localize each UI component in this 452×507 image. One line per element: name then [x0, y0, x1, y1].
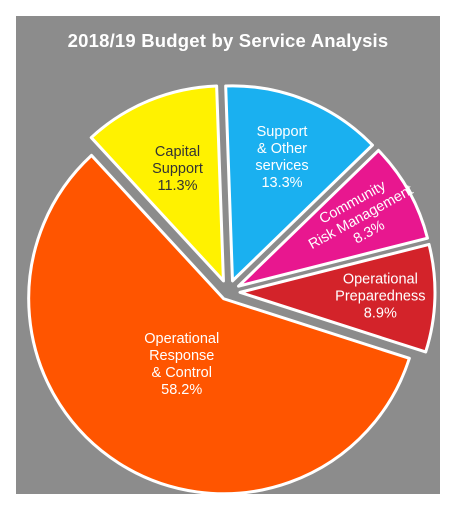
slice-label-line-4-1: Support [152, 161, 203, 177]
pie-slice-1 [236, 148, 429, 288]
chart-title: 2018/19 Budget by Service Analysis [67, 30, 389, 51]
pie-slice-2 [238, 242, 437, 354]
slice-label-line-3-0: Operational [144, 331, 219, 347]
slice-label-line-2-1: Preparedness [335, 289, 425, 305]
slice-value-4: 11.3% [157, 178, 197, 194]
slice-label-line-0-1: & Other [257, 141, 307, 157]
slice-value-3: 58.2% [161, 382, 202, 398]
slice-label-line-3-2: & Control [151, 365, 211, 381]
slice-value-0: 13.3% [261, 175, 302, 191]
slice-label-line-4-0: Capital [155, 144, 200, 160]
pie-slice-3 [27, 153, 411, 496]
slice-label-line-3-1: Response [149, 348, 214, 364]
pie-slice-4 [89, 84, 225, 283]
pie-slice-0 [224, 84, 374, 283]
slice-label-line-0-0: Support [257, 124, 308, 140]
slice-value-2: 8.9% [364, 306, 397, 322]
slice-label-line-2-0: Operational [343, 272, 418, 288]
slice-label-line-0-2: services [255, 158, 308, 174]
